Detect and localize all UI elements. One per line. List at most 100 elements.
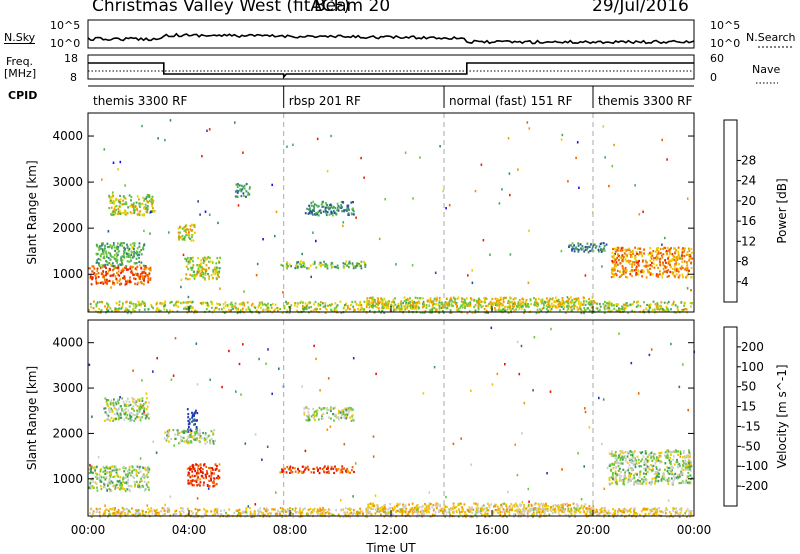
range-cell bbox=[152, 207, 154, 210]
range-cell bbox=[625, 270, 628, 273]
range-cell bbox=[89, 303, 92, 306]
range-cell bbox=[208, 466, 210, 470]
range-cell bbox=[505, 504, 508, 507]
range-cell bbox=[184, 229, 187, 232]
range-cell bbox=[610, 302, 613, 306]
range-cell bbox=[126, 212, 129, 215]
range-cell bbox=[449, 309, 452, 312]
range-cell bbox=[631, 274, 633, 278]
range-cell bbox=[214, 439, 216, 442]
range-cell bbox=[331, 309, 333, 312]
range-cell bbox=[402, 302, 404, 305]
range-cell bbox=[196, 429, 198, 432]
range-cell bbox=[118, 303, 121, 306]
range-cell bbox=[596, 307, 599, 310]
range-cell bbox=[615, 304, 618, 307]
range-cell bbox=[308, 204, 310, 207]
range-cell bbox=[678, 508, 681, 511]
range-cell bbox=[284, 467, 286, 470]
range-cell bbox=[211, 306, 213, 309]
range-cell bbox=[337, 412, 340, 415]
range-cell bbox=[585, 513, 588, 516]
range-cell bbox=[431, 506, 434, 509]
range-cell bbox=[242, 301, 244, 304]
range-cell bbox=[112, 269, 114, 272]
range-cell bbox=[207, 273, 209, 276]
range-cell bbox=[314, 300, 317, 304]
range-cell bbox=[183, 431, 185, 434]
range-cell bbox=[573, 510, 576, 514]
range-cell bbox=[183, 237, 185, 240]
range-cell bbox=[655, 511, 658, 514]
range-cell bbox=[599, 308, 601, 312]
range-cell bbox=[593, 301, 596, 304]
range-cell bbox=[216, 269, 218, 272]
range-cell bbox=[346, 415, 348, 418]
range-cell bbox=[573, 244, 575, 247]
range-cell bbox=[224, 304, 227, 307]
range-cell bbox=[469, 297, 472, 300]
range-cell bbox=[645, 308, 647, 311]
range-cell bbox=[129, 211, 132, 214]
range-cell bbox=[677, 513, 680, 516]
range-cell bbox=[114, 401, 117, 404]
range-cell bbox=[209, 442, 212, 445]
range-cell bbox=[635, 512, 638, 515]
range-cell bbox=[128, 252, 130, 255]
range-cell bbox=[662, 247, 664, 250]
range-cell bbox=[561, 504, 564, 507]
range-cell bbox=[481, 505, 484, 508]
range-cell bbox=[124, 283, 127, 286]
range-cell bbox=[148, 272, 151, 275]
range-cell bbox=[363, 308, 366, 311]
range-cell bbox=[376, 506, 379, 509]
range-cell bbox=[633, 261, 636, 264]
range-cell bbox=[535, 312, 538, 315]
range-cell bbox=[618, 259, 620, 262]
range-cell bbox=[155, 308, 158, 311]
range-cell bbox=[667, 262, 670, 265]
range-cell bbox=[136, 283, 139, 286]
range-cell bbox=[139, 416, 142, 419]
range-cell bbox=[89, 273, 92, 277]
range-cell bbox=[96, 489, 99, 492]
range-cell bbox=[321, 511, 324, 515]
range-cell bbox=[404, 306, 406, 309]
range-cell bbox=[128, 509, 130, 513]
range-cell bbox=[559, 303, 562, 306]
range-cell bbox=[186, 256, 189, 259]
range-cell bbox=[95, 280, 98, 283]
range-cell bbox=[466, 508, 469, 512]
range-cell bbox=[607, 310, 610, 313]
range-cell bbox=[325, 212, 328, 215]
range-cell bbox=[310, 204, 313, 207]
range-cell bbox=[510, 301, 512, 304]
range-cell bbox=[577, 242, 580, 245]
range-cell bbox=[318, 209, 321, 213]
range-cell bbox=[584, 245, 587, 249]
range-cell bbox=[386, 300, 389, 304]
range-cell bbox=[313, 509, 316, 512]
range-cell bbox=[135, 257, 138, 260]
range-cell bbox=[514, 309, 516, 312]
range-cell bbox=[129, 279, 131, 282]
range-cell bbox=[397, 302, 400, 305]
range-cell bbox=[509, 307, 511, 310]
range-cell bbox=[682, 276, 684, 279]
range-cell bbox=[547, 309, 550, 312]
range-cell bbox=[604, 300, 606, 303]
range-cell bbox=[608, 184, 610, 188]
range-cell bbox=[114, 307, 117, 310]
range-cell bbox=[651, 254, 654, 257]
range-cell bbox=[117, 402, 120, 405]
range-cell bbox=[266, 309, 269, 312]
range-cell bbox=[119, 488, 121, 491]
range-cell bbox=[211, 260, 214, 263]
range-cell bbox=[501, 303, 503, 306]
range-cell bbox=[587, 509, 590, 512]
range-cell bbox=[289, 465, 292, 468]
range-cell bbox=[584, 274, 587, 277]
range-cell bbox=[133, 481, 136, 484]
range-cell bbox=[674, 275, 676, 279]
range-cell bbox=[123, 202, 126, 205]
